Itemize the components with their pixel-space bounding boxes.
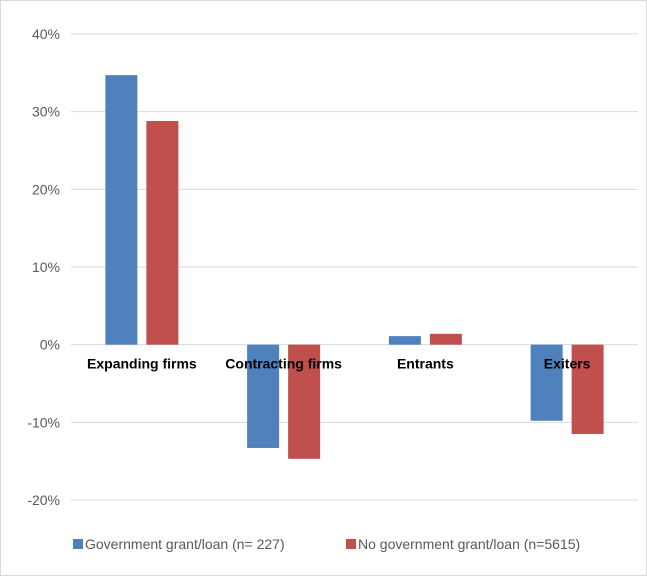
y-tick-label: -20% [27, 492, 60, 508]
legend-swatch [73, 539, 83, 549]
legend-swatch [346, 539, 356, 549]
y-tick-label: -10% [27, 414, 60, 430]
bar-entrants-series-1 [429, 333, 462, 345]
y-tick-label: 10% [32, 259, 60, 275]
bars [105, 75, 604, 459]
y-tick-label: 40% [32, 26, 60, 42]
y-tick-label: 0% [40, 337, 60, 353]
category-label: Exiters [544, 356, 591, 372]
legend: Government grant/loan (n= 227) No governm… [73, 536, 580, 552]
bar-contracting-firms-series-0 [247, 344, 280, 448]
bar-expanding-firms-series-1 [146, 120, 179, 345]
category-labels: Expanding firms Contracting firms Entrants… [87, 356, 591, 372]
legend-label: No government grant/loan (n=5615) [358, 536, 580, 552]
y-axis-tick-labels: -20% -10% 0% 10% 20% 30% 40% [27, 26, 60, 508]
bar-exiters-series-1 [571, 344, 604, 434]
bar-exiters-series-0 [530, 344, 563, 421]
y-tick-label: 30% [32, 104, 60, 120]
category-label: Contracting firms [225, 356, 342, 372]
bar-contracting-firms-series-1 [288, 344, 321, 459]
category-label: Entrants [397, 356, 454, 372]
bar-expanding-firms-series-0 [105, 75, 138, 345]
y-tick-label: 20% [32, 181, 60, 197]
legend-label: Government grant/loan (n= 227) [85, 536, 285, 552]
bar-entrants-series-0 [388, 336, 421, 345]
category-label: Expanding firms [87, 356, 197, 372]
